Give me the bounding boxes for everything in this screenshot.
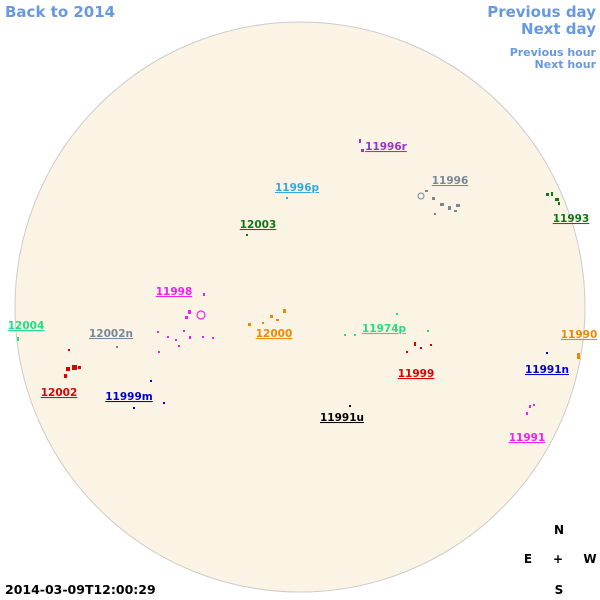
region-label[interactable]: 11991u <box>320 412 364 424</box>
sunspot <box>396 313 398 315</box>
sunspot <box>546 193 549 196</box>
sunspot <box>202 336 204 338</box>
sunspot <box>456 204 460 207</box>
sunspot <box>555 198 559 201</box>
sunspot <box>526 412 528 415</box>
back-link[interactable]: Back to 2014 <box>5 3 115 21</box>
sunspot <box>64 374 67 378</box>
region-label[interactable]: 11991 <box>509 432 546 444</box>
sunspot <box>283 309 286 313</box>
sunspot <box>66 367 70 371</box>
sunspot <box>425 190 428 192</box>
compass-west: W <box>583 552 596 566</box>
sunspot <box>432 197 435 200</box>
region-label[interactable]: 11999 <box>398 368 435 380</box>
sunspot <box>178 345 180 347</box>
sunspot <box>167 336 169 338</box>
sunspot <box>188 310 191 314</box>
region-label[interactable]: 12002n <box>89 328 133 340</box>
sunspot <box>203 293 205 296</box>
sunspot <box>354 334 356 336</box>
region-label[interactable]: 12000 <box>256 328 293 340</box>
sunspot <box>175 339 177 341</box>
region-label[interactable]: 12004 <box>8 320 45 332</box>
sunspot <box>276 319 279 321</box>
region-label[interactable]: 11998 <box>156 286 193 298</box>
sunspot <box>158 351 160 353</box>
sunspot <box>448 206 451 210</box>
sunspot <box>246 234 248 236</box>
sunspot <box>406 351 408 353</box>
sunspot <box>551 192 553 196</box>
sunspot <box>420 347 422 349</box>
sunspot <box>157 331 159 333</box>
sunspot <box>189 336 191 339</box>
solar-disk <box>14 21 586 593</box>
region-label[interactable]: 11996 <box>432 175 469 187</box>
next-day-link[interactable]: Next day <box>521 20 596 38</box>
sunspot <box>361 149 364 152</box>
region-label[interactable]: 11999m <box>105 391 153 403</box>
spot-clusters <box>17 139 580 415</box>
sunspot <box>116 346 118 348</box>
sunspot <box>185 316 188 319</box>
timestamp: 2014-03-09T12:00:29 <box>5 582 156 597</box>
region-label[interactable]: 12002 <box>41 387 78 399</box>
sunspot <box>454 210 457 212</box>
sunspot <box>417 192 425 200</box>
compass-north: N <box>554 523 564 537</box>
sunspot <box>262 322 264 324</box>
sunspot <box>349 405 351 407</box>
sunspot <box>286 197 288 199</box>
sunspot <box>558 202 560 205</box>
compass-east: E <box>524 552 532 566</box>
sunspot <box>533 404 535 406</box>
sunspot <box>270 315 273 318</box>
region-label[interactable]: 11993 <box>553 213 590 225</box>
sunspot <box>196 310 206 320</box>
previous-hour-link[interactable]: Previous hour <box>510 46 597 59</box>
sunspot <box>546 352 548 354</box>
sunspot <box>577 353 580 359</box>
sunspot <box>68 349 70 351</box>
previous-day-link[interactable]: Previous day <box>487 3 596 21</box>
sunspot <box>430 344 432 346</box>
region-label[interactable]: 11996r <box>365 141 408 153</box>
sunspot <box>163 402 165 404</box>
sunspot <box>133 407 135 409</box>
sunspot <box>150 380 152 382</box>
sunspot <box>529 405 531 408</box>
region-label[interactable]: 11996p <box>275 182 320 194</box>
sunspot <box>212 337 214 339</box>
sunspot <box>344 334 346 336</box>
sunspot <box>78 366 81 369</box>
sunspot <box>72 365 77 370</box>
region-label[interactable]: 11991n <box>525 364 569 376</box>
sunspot <box>414 342 416 346</box>
compass-south: S <box>555 583 564 597</box>
sunspot <box>183 330 185 332</box>
sunspot <box>17 337 19 341</box>
region-label[interactable]: 11990 <box>561 329 598 341</box>
region-label[interactable]: 11974p <box>362 323 407 335</box>
region-labels: 11996r 11996p 11996 11993 12003 11998 12… <box>8 141 598 444</box>
sunspot <box>434 213 436 215</box>
sunspot <box>440 203 444 206</box>
sunspot <box>359 139 361 143</box>
sunspot <box>427 330 429 332</box>
sunspot <box>248 323 251 326</box>
region-label[interactable]: 12003 <box>240 219 277 231</box>
compass-center: + <box>553 552 563 566</box>
next-hour-link[interactable]: Next hour <box>535 58 597 71</box>
